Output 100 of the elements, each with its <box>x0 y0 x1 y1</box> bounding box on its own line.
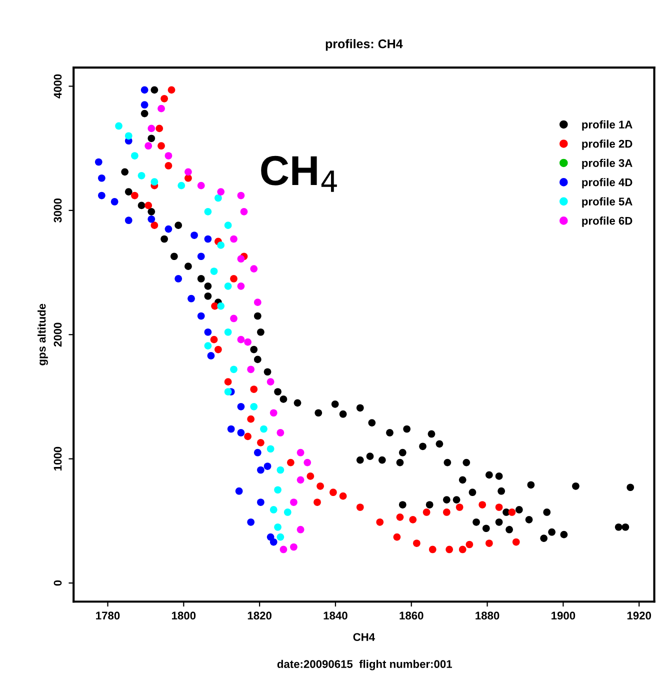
point <box>266 445 274 453</box>
point <box>274 486 282 494</box>
point <box>396 514 404 521</box>
x-tick-label: 1860 <box>400 612 424 620</box>
point <box>230 235 238 243</box>
y-axis-title: gps altitude <box>38 304 48 366</box>
point <box>98 192 106 200</box>
point <box>257 438 264 446</box>
point <box>164 225 172 233</box>
point <box>237 192 245 200</box>
point <box>266 378 274 386</box>
x-tick-label: 1880 <box>476 612 500 620</box>
point <box>316 482 324 490</box>
point <box>237 282 245 290</box>
point <box>304 458 312 466</box>
legend-label: profile 5A <box>582 197 632 208</box>
point <box>422 508 430 516</box>
point <box>237 402 245 410</box>
point <box>339 492 347 500</box>
point <box>217 302 225 310</box>
legend-label: profile 1A <box>582 120 632 131</box>
point <box>376 518 384 526</box>
point <box>178 182 186 190</box>
point <box>190 232 198 239</box>
x-tick-label: 1780 <box>96 612 120 620</box>
point <box>224 328 232 336</box>
point <box>495 504 503 511</box>
point <box>217 188 225 196</box>
point <box>512 538 520 546</box>
point <box>124 132 132 140</box>
point <box>270 538 278 546</box>
point <box>296 476 304 484</box>
point <box>287 458 294 466</box>
point <box>197 182 205 190</box>
point <box>247 518 255 526</box>
point <box>478 501 486 508</box>
point <box>276 466 284 474</box>
point <box>257 466 264 474</box>
point <box>458 546 466 554</box>
point <box>214 194 222 202</box>
point <box>240 208 248 216</box>
point <box>168 86 176 94</box>
point <box>409 516 417 524</box>
point <box>250 386 258 393</box>
point <box>140 86 148 94</box>
point <box>244 432 252 440</box>
point <box>158 142 165 150</box>
point <box>290 543 298 551</box>
point <box>264 462 272 470</box>
y-tick-label: 4000 <box>54 74 62 98</box>
point <box>224 378 232 386</box>
point <box>296 526 304 534</box>
legend-label: profile 2D <box>582 140 632 150</box>
y-tick-label: 3000 <box>54 198 62 223</box>
point <box>508 508 516 516</box>
point <box>276 533 284 541</box>
point <box>144 142 152 150</box>
point <box>413 540 420 547</box>
y-tick-label: 0 <box>54 580 62 586</box>
x-axis-title: CH4 <box>353 633 375 641</box>
point <box>210 336 218 344</box>
legend-label: profile 6D <box>582 216 632 227</box>
point <box>230 314 238 322</box>
point <box>204 235 212 243</box>
x-tick-label: 1920 <box>627 612 652 620</box>
point <box>98 174 106 182</box>
legend-label: profile 4D <box>582 178 632 188</box>
point <box>164 162 172 170</box>
point <box>280 546 288 554</box>
point <box>330 488 337 496</box>
point <box>443 508 450 516</box>
point <box>466 540 474 548</box>
y-tick-label: 2000 <box>54 322 62 347</box>
point <box>250 402 258 410</box>
point <box>446 546 454 554</box>
point <box>247 415 255 423</box>
point <box>230 275 238 282</box>
point <box>456 504 464 511</box>
point <box>110 198 118 206</box>
point <box>184 174 192 182</box>
point <box>131 152 138 160</box>
point <box>276 429 284 436</box>
point <box>250 265 258 272</box>
point <box>115 122 122 130</box>
point <box>237 429 245 436</box>
point <box>247 366 255 374</box>
point <box>270 409 278 417</box>
point <box>428 546 436 554</box>
point <box>204 208 212 216</box>
point <box>150 222 158 229</box>
point <box>257 498 264 506</box>
point <box>356 504 364 511</box>
point <box>188 294 195 302</box>
x-tick-label: 1820 <box>248 612 272 620</box>
point <box>224 388 232 396</box>
legend-label: profile 3A <box>582 158 632 170</box>
point <box>306 472 314 480</box>
point <box>224 282 232 290</box>
point <box>160 94 168 102</box>
point <box>296 448 304 456</box>
